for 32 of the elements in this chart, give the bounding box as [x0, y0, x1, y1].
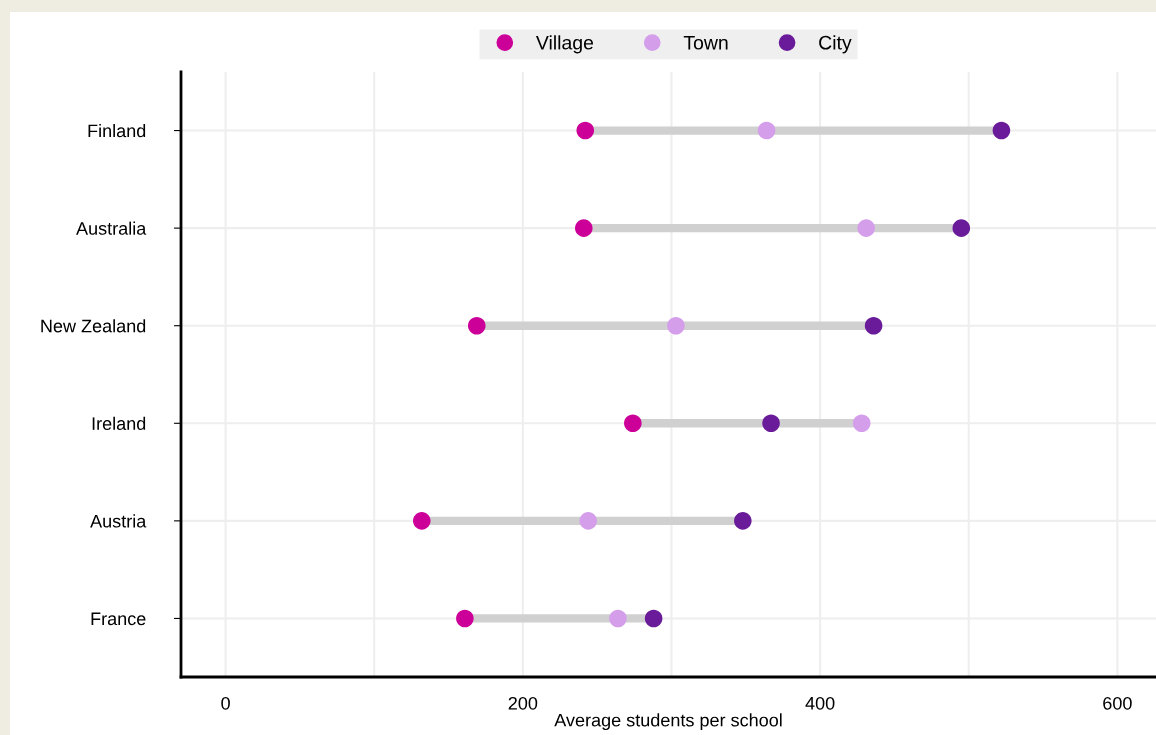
- y-tick-label: Finland: [88, 124, 146, 138]
- x-tick-label: 0: [221, 696, 230, 710]
- point: [667, 316, 685, 335]
- point: [864, 316, 883, 335]
- point: [762, 414, 780, 433]
- point: [456, 609, 474, 628]
- point: [624, 414, 642, 433]
- y-tick-label: France: [91, 612, 146, 626]
- x-tick-label: 200: [508, 696, 538, 710]
- y-tick-label: Austria: [90, 514, 147, 528]
- point: [644, 609, 663, 628]
- legend-label: City: [819, 35, 852, 54]
- y-tick-label: Australia: [76, 221, 147, 235]
- point: [757, 121, 776, 140]
- point: [575, 219, 593, 237]
- x-tick-label: 600: [1103, 696, 1132, 710]
- point: [857, 219, 875, 237]
- y-tick-label: New Zealand: [41, 319, 146, 333]
- point: [579, 512, 598, 530]
- legend-label: Village: [535, 35, 594, 54]
- point: [576, 121, 595, 140]
- x-axis-title: Average students per school: [554, 713, 782, 731]
- point: [992, 121, 1011, 140]
- y-tick-label: Ireland: [92, 416, 146, 431]
- point: [952, 219, 971, 237]
- point: [852, 414, 871, 433]
- point: [467, 316, 486, 335]
- point: [412, 512, 431, 530]
- legend-label: Town: [683, 36, 728, 50]
- x-tick-label: 400: [805, 696, 835, 710]
- point: [609, 609, 627, 628]
- point: [734, 512, 752, 530]
